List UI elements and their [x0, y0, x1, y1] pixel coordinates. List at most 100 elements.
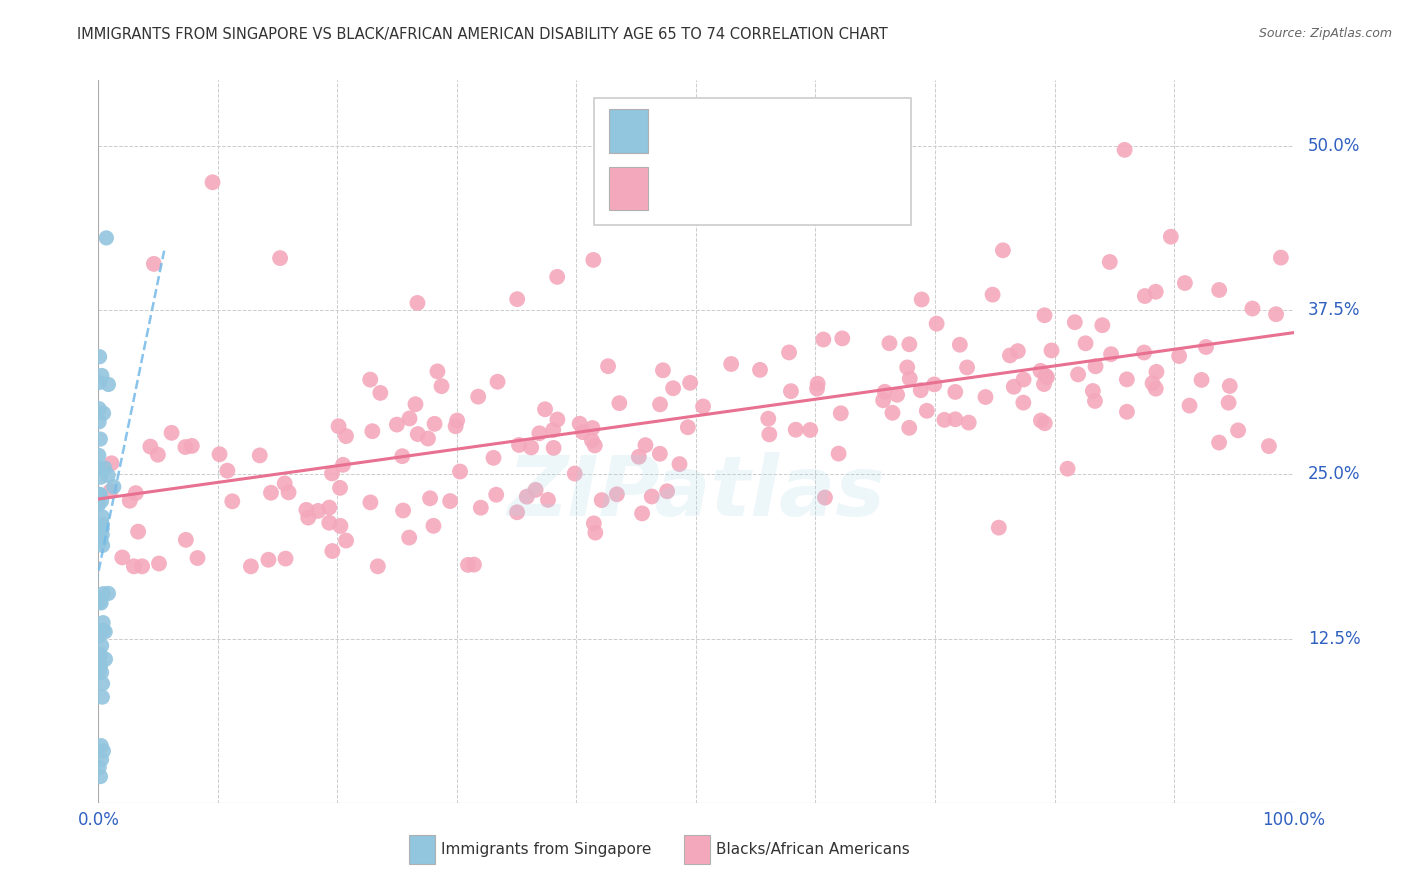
Point	[87, 595, 110, 609]
Point	[87, 461, 110, 475]
Point	[606, 487, 628, 501]
Text: Immigrants from Singapore: Immigrants from Singapore	[441, 842, 652, 857]
Point	[529, 426, 551, 441]
Point	[87, 448, 110, 462]
Point	[668, 457, 690, 471]
Point	[627, 450, 650, 464]
Point	[180, 439, 202, 453]
Point	[516, 490, 538, 504]
Point	[799, 423, 821, 437]
Text: 50.0%: 50.0%	[1308, 137, 1360, 155]
Point	[1174, 276, 1197, 290]
Point	[1056, 461, 1078, 475]
Point	[508, 438, 530, 452]
Point	[87, 629, 110, 643]
Point	[419, 491, 441, 506]
Point	[676, 420, 699, 434]
Point	[813, 333, 835, 347]
Point	[1029, 364, 1052, 378]
FancyBboxPatch shape	[609, 109, 648, 153]
Point	[186, 551, 208, 566]
Point	[1091, 318, 1114, 333]
Point	[1265, 307, 1288, 321]
Point	[1033, 416, 1056, 430]
Point	[329, 519, 352, 533]
Point	[1033, 308, 1056, 322]
Point	[142, 257, 165, 271]
Point	[89, 534, 111, 549]
Point	[217, 464, 239, 478]
Point	[103, 480, 125, 494]
Point	[987, 521, 1010, 535]
Point	[90, 665, 112, 680]
Point	[174, 440, 197, 454]
Point	[90, 368, 112, 383]
Text: R =: R =	[657, 179, 699, 198]
Point	[583, 438, 606, 452]
Point	[943, 384, 966, 399]
Point	[609, 396, 631, 410]
Point	[1081, 384, 1104, 398]
FancyBboxPatch shape	[609, 167, 648, 211]
Point	[631, 507, 654, 521]
Point	[89, 658, 111, 673]
Point	[1040, 343, 1063, 358]
Point	[1168, 349, 1191, 363]
Point	[486, 375, 509, 389]
Point	[1114, 143, 1136, 157]
Point	[90, 596, 112, 610]
Point	[221, 494, 243, 508]
Point	[568, 417, 591, 431]
Point	[785, 423, 807, 437]
Point	[720, 357, 742, 371]
Point	[398, 411, 420, 425]
Point	[1144, 285, 1167, 299]
Point	[404, 397, 426, 411]
Point	[406, 427, 429, 442]
Text: 0.241: 0.241	[707, 121, 768, 140]
Point	[482, 450, 505, 465]
Text: N =: N =	[770, 121, 827, 140]
Point	[583, 525, 606, 540]
Point	[359, 373, 381, 387]
Point	[543, 441, 565, 455]
Point	[89, 770, 111, 784]
Point	[274, 551, 297, 566]
Point	[97, 468, 120, 483]
Point	[925, 317, 948, 331]
Point	[93, 461, 115, 475]
Text: R =: R =	[657, 121, 699, 140]
Point	[1219, 379, 1241, 393]
Point	[1258, 439, 1281, 453]
Point	[463, 558, 485, 572]
Point	[118, 493, 141, 508]
Point	[257, 553, 280, 567]
Point	[1133, 289, 1156, 303]
Point	[886, 388, 908, 402]
Point	[1029, 413, 1052, 427]
Point	[90, 753, 112, 767]
Point	[100, 484, 122, 499]
Point	[87, 415, 110, 429]
Point	[91, 615, 114, 630]
Point	[981, 287, 1004, 301]
Point	[896, 360, 918, 375]
Point	[97, 586, 120, 600]
Point	[591, 493, 613, 508]
Point	[873, 384, 896, 399]
Point	[318, 500, 340, 515]
Point	[780, 384, 803, 399]
Point	[321, 467, 343, 481]
Point	[91, 538, 114, 552]
Point	[318, 516, 340, 530]
Point	[260, 485, 283, 500]
Point	[90, 739, 112, 753]
Point	[329, 481, 352, 495]
Point	[991, 244, 1014, 258]
Text: 25.0%: 25.0%	[1308, 466, 1361, 483]
Point	[1036, 370, 1059, 384]
Point	[122, 559, 145, 574]
Point	[1084, 359, 1107, 374]
FancyBboxPatch shape	[595, 98, 911, 225]
Point	[662, 381, 685, 395]
